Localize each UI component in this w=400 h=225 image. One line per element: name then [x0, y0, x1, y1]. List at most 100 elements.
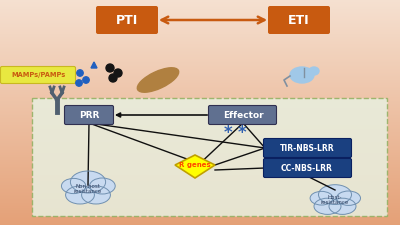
Bar	[0, 32, 400, 33]
Bar	[0, 43, 400, 44]
Bar	[0, 160, 400, 161]
Bar	[0, 108, 400, 109]
Bar	[0, 148, 400, 149]
Bar	[0, 5, 400, 6]
Bar	[0, 178, 400, 179]
Bar	[0, 53, 400, 54]
Bar	[0, 163, 400, 164]
Bar	[0, 39, 400, 40]
Bar	[0, 164, 400, 165]
Bar	[0, 192, 400, 193]
Bar	[0, 150, 400, 151]
Bar	[0, 6, 400, 7]
Bar	[0, 186, 400, 187]
Bar	[0, 111, 400, 112]
Bar	[0, 110, 400, 111]
Bar	[0, 185, 400, 186]
FancyBboxPatch shape	[264, 158, 352, 178]
FancyBboxPatch shape	[32, 98, 387, 216]
Bar	[0, 83, 400, 84]
Bar	[0, 16, 400, 17]
Bar	[0, 3, 400, 4]
Bar	[0, 213, 400, 214]
Bar	[0, 162, 400, 163]
Circle shape	[114, 69, 122, 77]
Bar	[0, 181, 400, 182]
Bar	[0, 89, 400, 90]
Bar	[0, 216, 400, 217]
Bar	[0, 136, 400, 137]
Bar	[0, 109, 400, 110]
Bar	[0, 59, 400, 60]
Bar	[0, 60, 400, 61]
Bar	[0, 84, 400, 85]
Bar	[0, 117, 400, 118]
Circle shape	[109, 74, 117, 82]
Bar	[0, 106, 400, 107]
Bar	[0, 140, 400, 141]
Bar	[0, 82, 400, 83]
Text: R genes: R genes	[179, 162, 211, 168]
Bar	[0, 219, 400, 220]
Bar	[0, 223, 400, 224]
Bar	[0, 78, 400, 79]
Bar	[0, 122, 400, 123]
Bar	[0, 138, 400, 139]
Bar	[0, 118, 400, 119]
Ellipse shape	[90, 178, 115, 194]
Bar	[0, 152, 400, 153]
Bar	[0, 19, 400, 20]
Bar	[0, 97, 400, 98]
Bar	[0, 8, 400, 9]
Bar	[0, 197, 400, 198]
Bar	[0, 51, 400, 52]
Bar	[0, 26, 400, 27]
Bar	[0, 135, 400, 136]
Bar	[0, 157, 400, 158]
Bar	[0, 205, 400, 206]
FancyBboxPatch shape	[0, 67, 76, 83]
Bar	[0, 64, 400, 65]
Bar	[0, 56, 400, 57]
Bar	[0, 29, 400, 30]
Bar	[0, 146, 400, 147]
Bar	[0, 188, 400, 189]
Ellipse shape	[66, 186, 94, 204]
Bar	[0, 202, 400, 203]
Bar	[0, 36, 400, 37]
Bar	[0, 224, 400, 225]
Bar	[0, 99, 400, 100]
Bar	[0, 210, 400, 211]
Bar	[0, 77, 400, 78]
Bar	[0, 194, 400, 195]
Bar	[0, 212, 400, 213]
Bar	[0, 141, 400, 142]
Bar	[0, 30, 400, 31]
Ellipse shape	[82, 186, 110, 204]
Bar	[0, 209, 400, 210]
Bar	[0, 158, 400, 159]
Bar	[0, 4, 400, 5]
Bar	[0, 44, 400, 45]
Bar	[0, 87, 400, 88]
Bar	[0, 22, 400, 23]
Text: CC-NBS-LRR: CC-NBS-LRR	[281, 164, 333, 173]
Bar	[0, 123, 400, 124]
Text: Effector: Effector	[223, 111, 263, 120]
Bar	[0, 55, 400, 56]
Bar	[0, 121, 400, 122]
Bar	[0, 27, 400, 28]
Bar	[0, 215, 400, 216]
Bar	[0, 90, 400, 91]
Bar	[0, 143, 400, 144]
Bar	[0, 173, 400, 174]
Polygon shape	[175, 155, 215, 178]
Text: Non-host
resistance: Non-host resistance	[74, 184, 102, 194]
Ellipse shape	[314, 198, 341, 214]
Bar	[0, 100, 400, 101]
Bar	[0, 91, 400, 92]
Bar	[0, 182, 400, 183]
Bar	[0, 133, 400, 134]
Bar	[0, 190, 400, 191]
Bar	[0, 167, 400, 168]
